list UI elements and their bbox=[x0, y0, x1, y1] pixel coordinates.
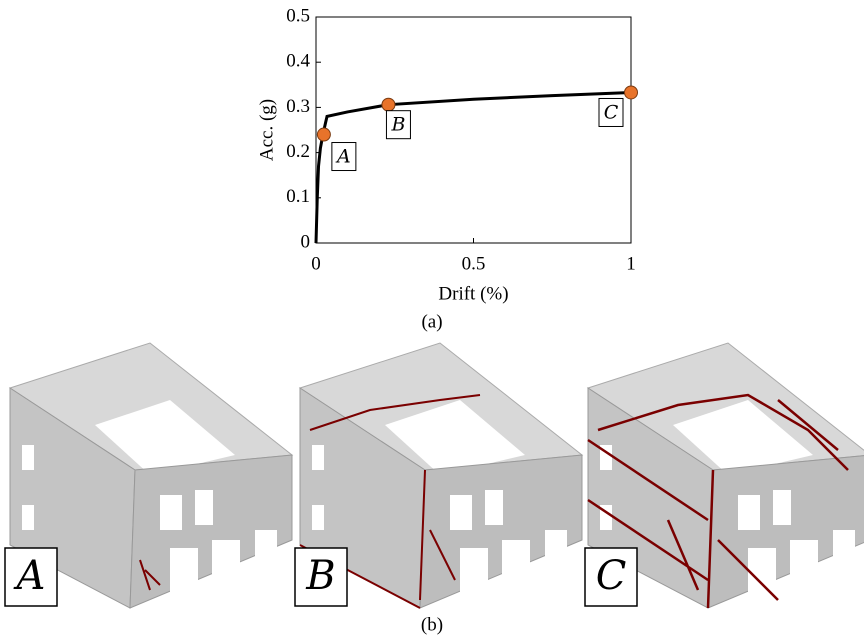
x-tick-label: 0 bbox=[311, 253, 321, 274]
point bbox=[317, 128, 330, 141]
panel-label: B bbox=[305, 553, 335, 599]
panel-label: A bbox=[13, 553, 46, 599]
y-tick-label: 0.2 bbox=[286, 141, 310, 162]
plot-frame bbox=[316, 17, 631, 243]
curve bbox=[316, 92, 631, 243]
caption-a: (a) bbox=[421, 311, 442, 332]
y-tick-label: 0 bbox=[301, 231, 311, 252]
point bbox=[625, 86, 638, 99]
y-tick-label: 0.3 bbox=[286, 96, 310, 117]
figure: 0 0.1 0.2 0.3 0.4 0.5 0 0.5 1 Drift (%) Acc. (g) (a… bbox=[0, 0, 864, 637]
point-label: B bbox=[390, 114, 405, 136]
y-tick-label: 0.1 bbox=[286, 186, 310, 207]
y-tick-label: 0.4 bbox=[286, 51, 310, 72]
x-tick-label: 0.5 bbox=[462, 253, 486, 274]
point-label: A bbox=[335, 146, 351, 168]
x-tick-label: 1 bbox=[626, 253, 636, 274]
point-label: C bbox=[604, 101, 619, 123]
point bbox=[382, 98, 395, 111]
y-tick-label: 0.5 bbox=[286, 5, 310, 26]
x-axis-label: Drift (%) bbox=[438, 283, 508, 304]
caption-b: (b) bbox=[421, 614, 443, 635]
panel-label: C bbox=[596, 553, 627, 599]
y-axis-label: Acc. (g) bbox=[256, 99, 277, 161]
